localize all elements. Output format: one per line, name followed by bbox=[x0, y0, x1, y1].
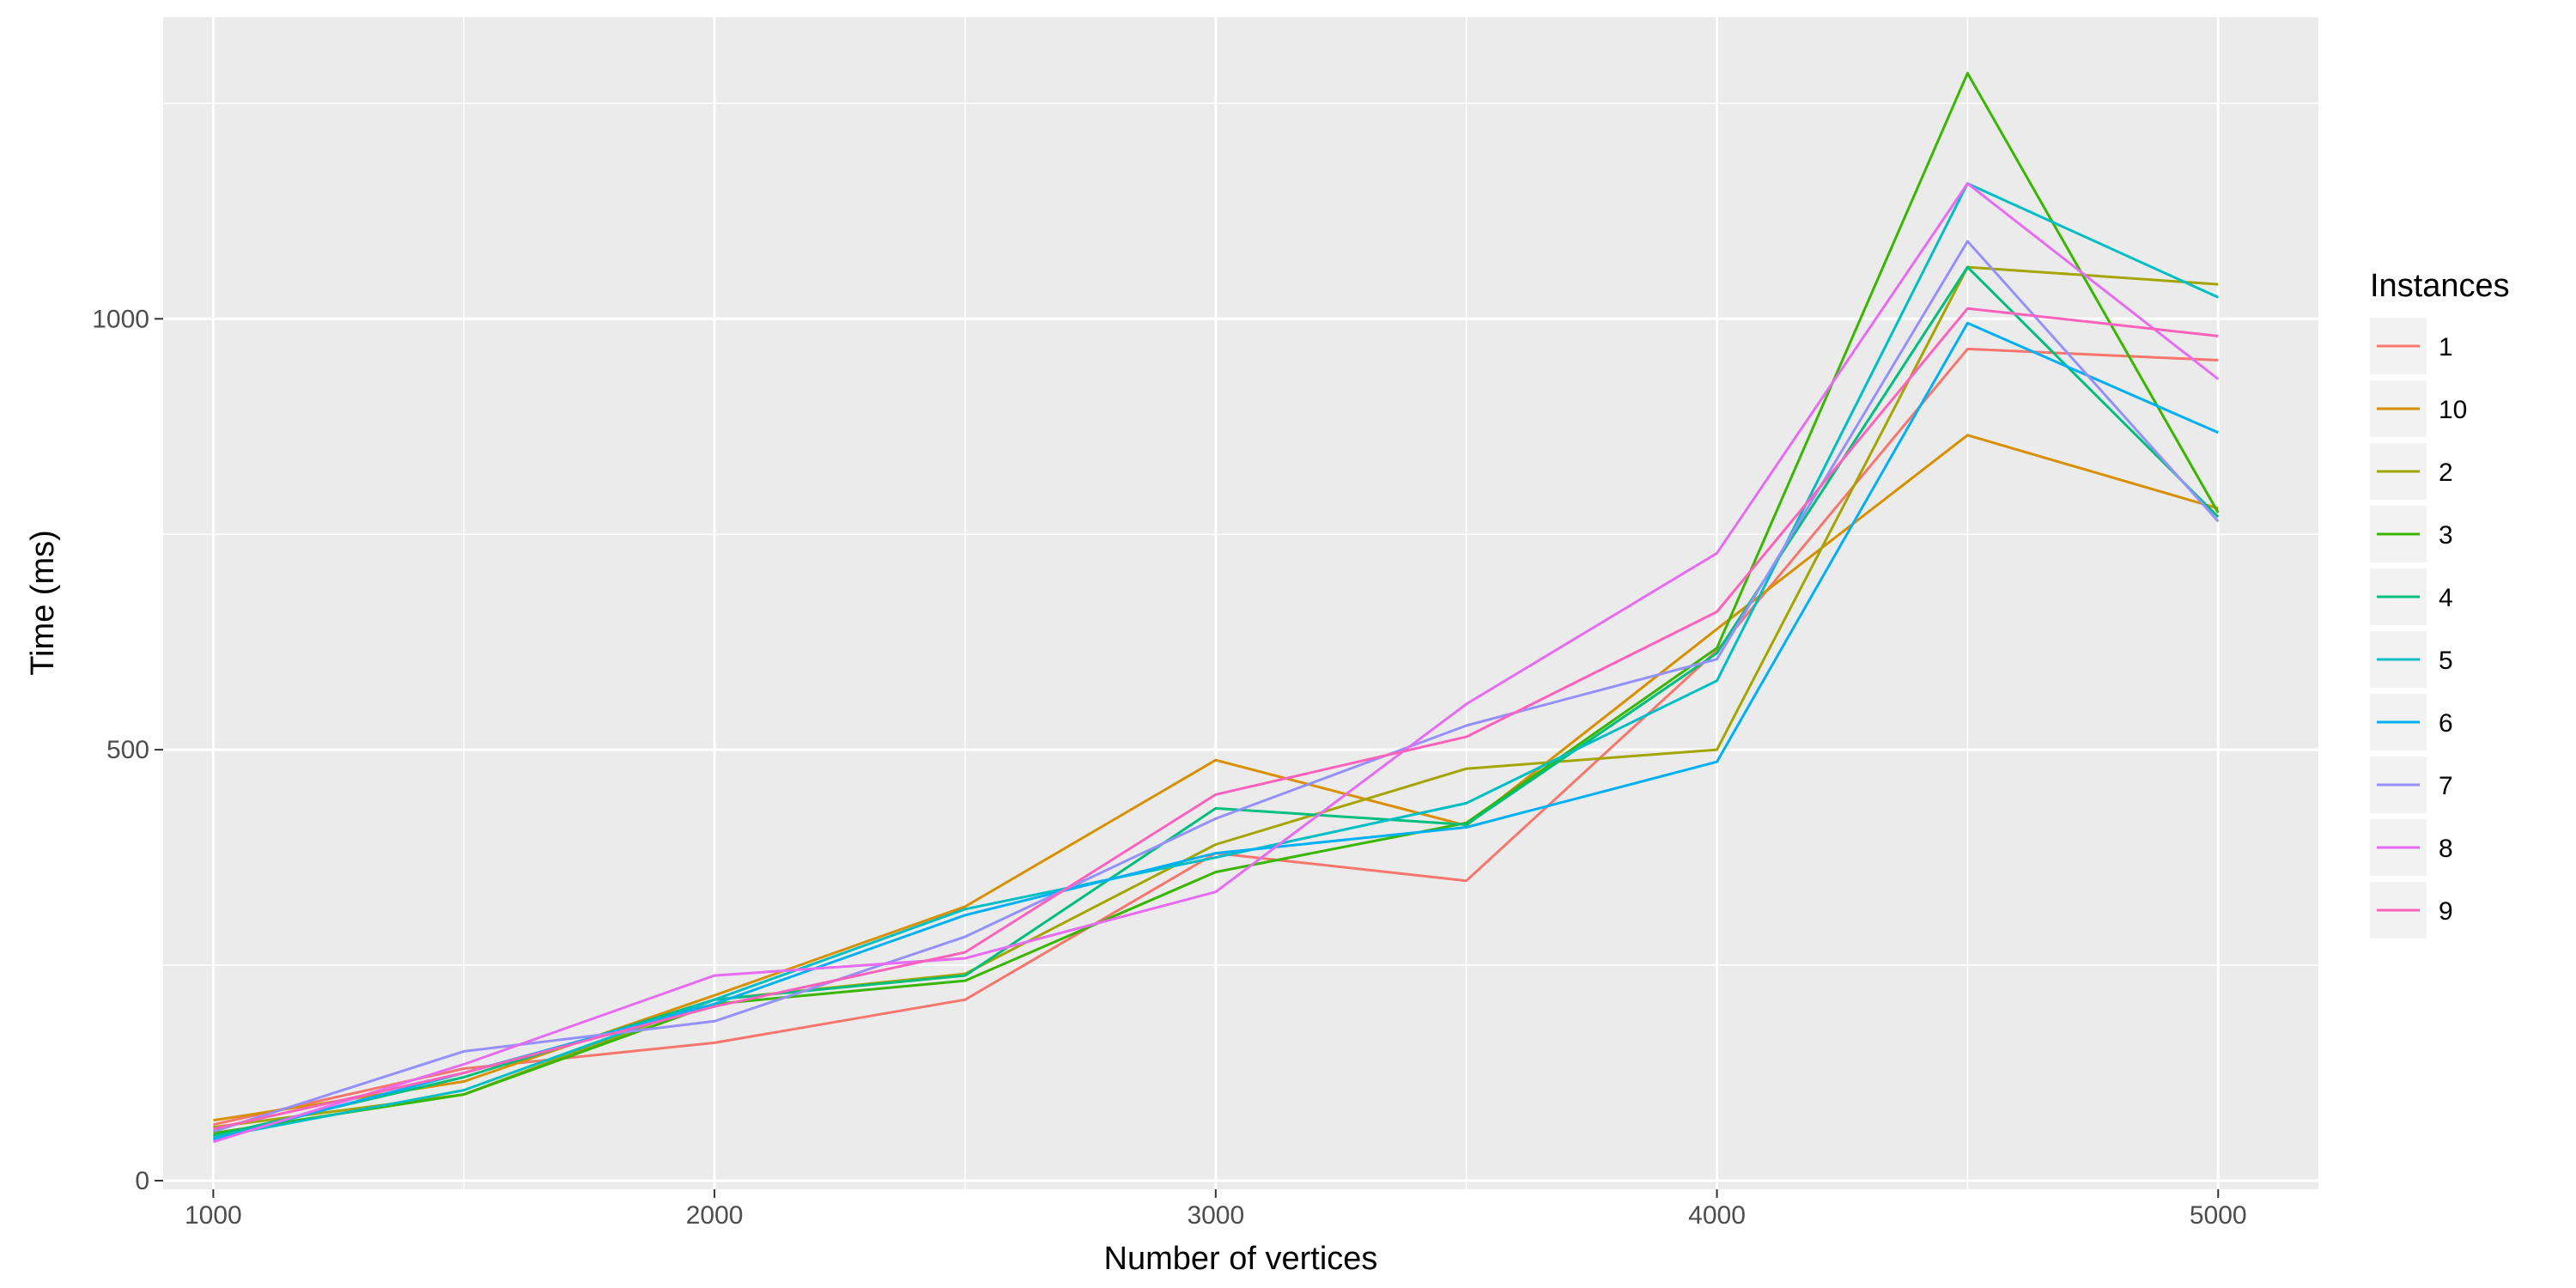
legend-title: Instances bbox=[2370, 268, 2510, 304]
series-line-7 bbox=[212, 240, 2220, 1133]
minor-gridlines bbox=[163, 17, 2318, 1189]
series-lines bbox=[212, 71, 2220, 1144]
legend-label-9: 9 bbox=[2439, 897, 2453, 926]
x-tick-label: 2000 bbox=[686, 1201, 744, 1230]
plot-panel bbox=[163, 17, 2318, 1189]
legend-label-8: 8 bbox=[2439, 835, 2453, 863]
y-tick-label: 0 bbox=[135, 1167, 149, 1195]
x-axis: 1000 2000 3000 4000 5000 bbox=[185, 1189, 2247, 1230]
y-tick-label: 1000 bbox=[92, 305, 149, 333]
series-line-8 bbox=[212, 182, 2220, 1144]
y-axis-title: Time (ms) bbox=[25, 530, 61, 676]
legend-label-6: 6 bbox=[2439, 709, 2453, 738]
x-tick-label: 4000 bbox=[1688, 1201, 1746, 1230]
series-line-2 bbox=[213, 265, 2219, 1129]
legend-label-10: 10 bbox=[2439, 396, 2467, 424]
legend-label-3: 3 bbox=[2439, 521, 2453, 550]
legend-label-5: 5 bbox=[2439, 647, 2453, 675]
legend-label-4: 4 bbox=[2439, 584, 2453, 612]
series-line-3 bbox=[213, 71, 2220, 1135]
x-tick-label: 5000 bbox=[2190, 1201, 2247, 1230]
legend-items: 1 10 2 3 4 5 6 7 8 9 bbox=[2370, 318, 2467, 939]
x-tick-label: 1000 bbox=[185, 1201, 242, 1230]
series-line-5 bbox=[213, 182, 2219, 1139]
x-axis-title: Number of vertices bbox=[1104, 1241, 1378, 1277]
y-axis: 0 500 1000 bbox=[92, 305, 163, 1195]
series-line-9 bbox=[213, 307, 2219, 1131]
legend-label-2: 2 bbox=[2439, 459, 2453, 487]
series-line-10 bbox=[213, 434, 2219, 1122]
x-tick-label: 3000 bbox=[1187, 1201, 1244, 1230]
legend-label-7: 7 bbox=[2439, 772, 2453, 800]
legend: Instances 1 10 2 3 4 5 6 7 8 9 bbox=[2370, 268, 2510, 939]
legend-label-1: 1 bbox=[2439, 333, 2453, 361]
y-tick-label: 500 bbox=[106, 736, 149, 764]
